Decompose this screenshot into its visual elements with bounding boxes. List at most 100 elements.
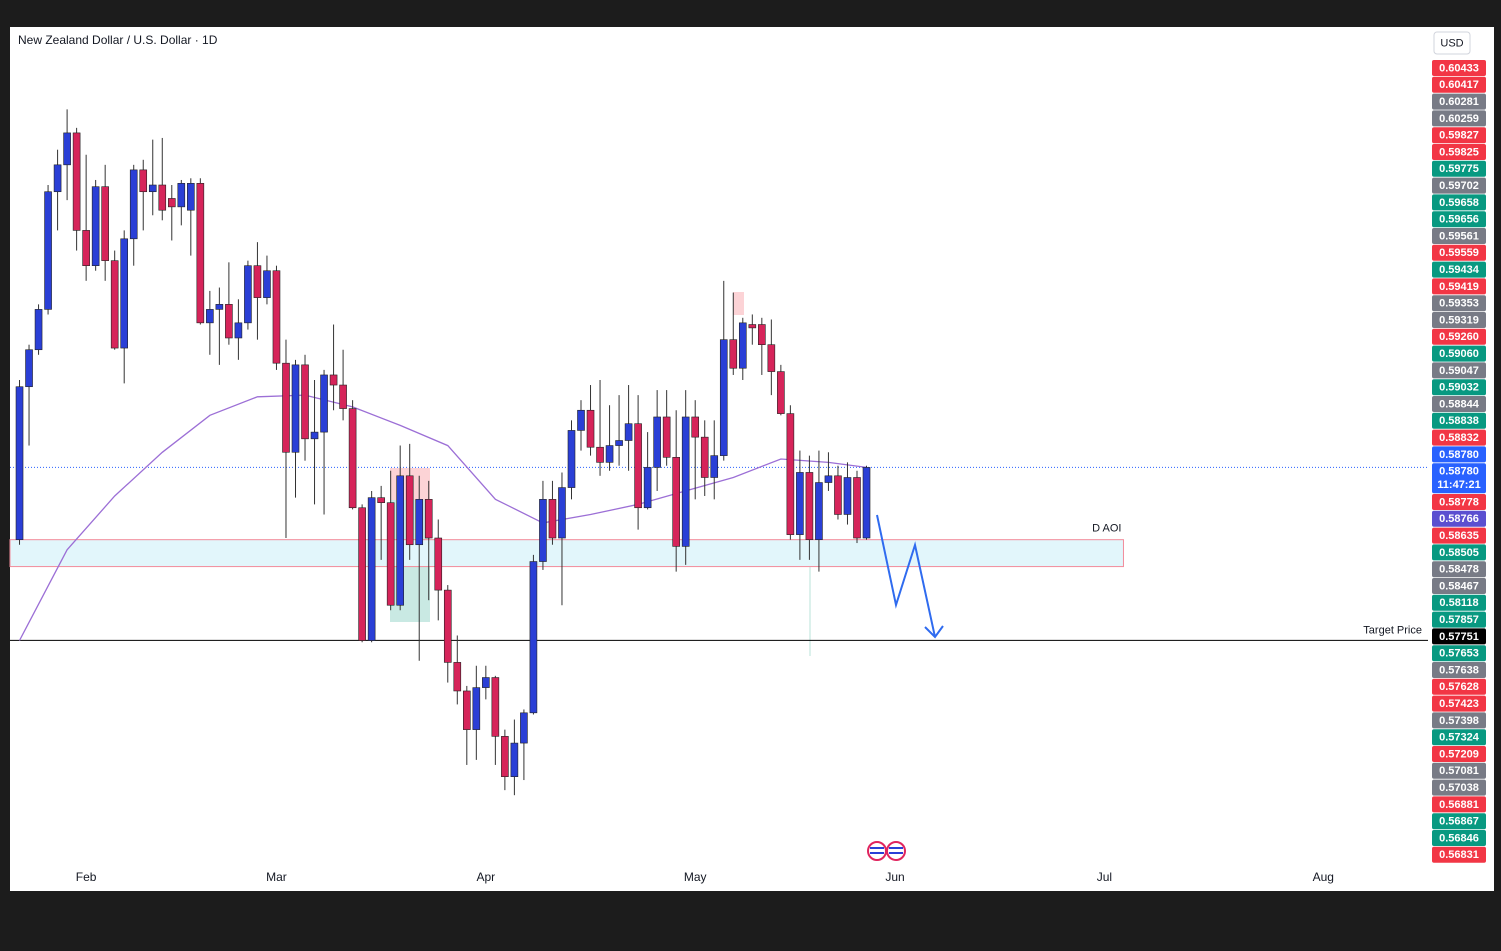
candle-body: [729, 339, 738, 369]
price-tag: [1432, 594, 1486, 611]
price-tag: [1432, 578, 1486, 594]
price-tag-label: 0.58505: [1439, 547, 1479, 559]
candle-body: [367, 497, 376, 641]
aoi-label: D AOI: [1092, 523, 1121, 535]
price-tag: [1432, 379, 1486, 396]
flag-icon[interactable]: [886, 841, 906, 861]
x-tick-label: Apr: [476, 870, 495, 884]
price-tag: [1432, 312, 1486, 328]
candle-body: [700, 436, 709, 478]
candle-body: [805, 472, 814, 540]
candle-body: [215, 304, 224, 310]
price-tag: [1432, 712, 1486, 729]
candle-body: [282, 362, 290, 453]
aoi-zone: [9, 539, 1124, 568]
candle-body: [596, 446, 604, 463]
flag-stripes: [870, 847, 884, 854]
candle-body: [377, 497, 385, 504]
price-tag-label: 0.60433: [1439, 62, 1479, 74]
candle-body: [548, 499, 557, 539]
candle-body: [329, 374, 338, 386]
price-tag: [1432, 278, 1486, 295]
price-tag: [1432, 662, 1486, 678]
price-tag: [1432, 261, 1486, 278]
candle-body: [463, 690, 471, 730]
price-tag-label: 0.59702: [1439, 180, 1479, 192]
price-tag: [1432, 695, 1486, 712]
candle-body: [301, 364, 309, 440]
candle-body: [405, 475, 414, 546]
price-tag: [1432, 611, 1486, 628]
candle-body: [415, 499, 424, 546]
x-tick-label: Jun: [885, 870, 904, 884]
price-tag-label: 0.59260: [1439, 331, 1479, 343]
price-tag-label: 0.57423: [1439, 698, 1479, 710]
price-tag-label: 0.57751: [1439, 631, 1479, 643]
candle-body: [634, 423, 642, 509]
candle-body: [501, 736, 509, 777]
candle-body: [25, 349, 33, 388]
candle-body: [101, 186, 109, 261]
drawings: [9, 292, 1124, 656]
candle-body: [120, 238, 129, 349]
price-tag-label: 0.59047: [1439, 365, 1479, 377]
price-tag-label: 0.58635: [1439, 530, 1479, 542]
candle-body: [253, 265, 262, 298]
price-tag-label: 0.59658: [1439, 197, 1479, 209]
candle-body: [434, 537, 443, 591]
candle-body: [796, 472, 804, 535]
price-tag-label: 0.60259: [1439, 113, 1479, 125]
candle-body: [139, 169, 148, 193]
candle-body: [681, 416, 690, 547]
price-tag: [1432, 762, 1486, 779]
candle-body: [748, 324, 757, 329]
price-tag: [1432, 796, 1486, 813]
price-tag: [1432, 628, 1486, 645]
price-tag-label: 0.59419: [1439, 281, 1479, 293]
price-tag: [1432, 194, 1486, 211]
candle-body: [386, 502, 395, 606]
candle-body: [491, 677, 500, 737]
price-tag-label: 0.59319: [1439, 314, 1479, 326]
candle-body: [672, 457, 680, 547]
price-tag-label: 0.57398: [1439, 715, 1479, 727]
candle-body: [586, 409, 595, 448]
price-tag-label: 0.57081: [1439, 765, 1479, 777]
candle-body: [482, 677, 490, 688]
price-tag-label: 0.59060: [1439, 348, 1479, 360]
price-tag-label: 0.56831: [1439, 849, 1479, 861]
price-tag: [1432, 779, 1486, 796]
flag-icon[interactable]: [867, 841, 887, 861]
candle-body: [520, 712, 528, 744]
candle-body: [643, 467, 652, 509]
price-tag: [1432, 244, 1486, 261]
price-tag: [1432, 510, 1486, 527]
candle-body: [834, 475, 842, 515]
candle-body: [443, 589, 452, 663]
candle-body: [558, 487, 566, 539]
candle-body: [738, 322, 747, 369]
candle-body: [577, 409, 585, 431]
candle-body: [63, 132, 71, 166]
price-tag: [1432, 412, 1486, 429]
candle-body: [815, 482, 823, 540]
target-label: Target Price: [1363, 624, 1422, 636]
candle-body: [291, 364, 300, 453]
candle-body: [453, 662, 462, 692]
price-tag: [1432, 544, 1486, 561]
price-tag: [1432, 494, 1486, 510]
price-tag: [1432, 678, 1486, 695]
price-tag-label: 0.60417: [1439, 79, 1479, 91]
price-tag-label: 0.59775: [1439, 163, 1479, 175]
candle-body: [777, 371, 785, 414]
price-tag: [1432, 561, 1486, 578]
candle-body: [424, 499, 433, 539]
currency-button[interactable]: [1433, 31, 1471, 55]
candle-body: [624, 423, 633, 441]
candle-body: [148, 184, 157, 193]
price-tag: [1432, 746, 1486, 762]
candle-body: [44, 191, 52, 310]
price-tag-time: 11:47:21: [1437, 479, 1480, 491]
currency-label[interactable]: USD: [1440, 37, 1463, 49]
price-tag: [1432, 729, 1486, 746]
